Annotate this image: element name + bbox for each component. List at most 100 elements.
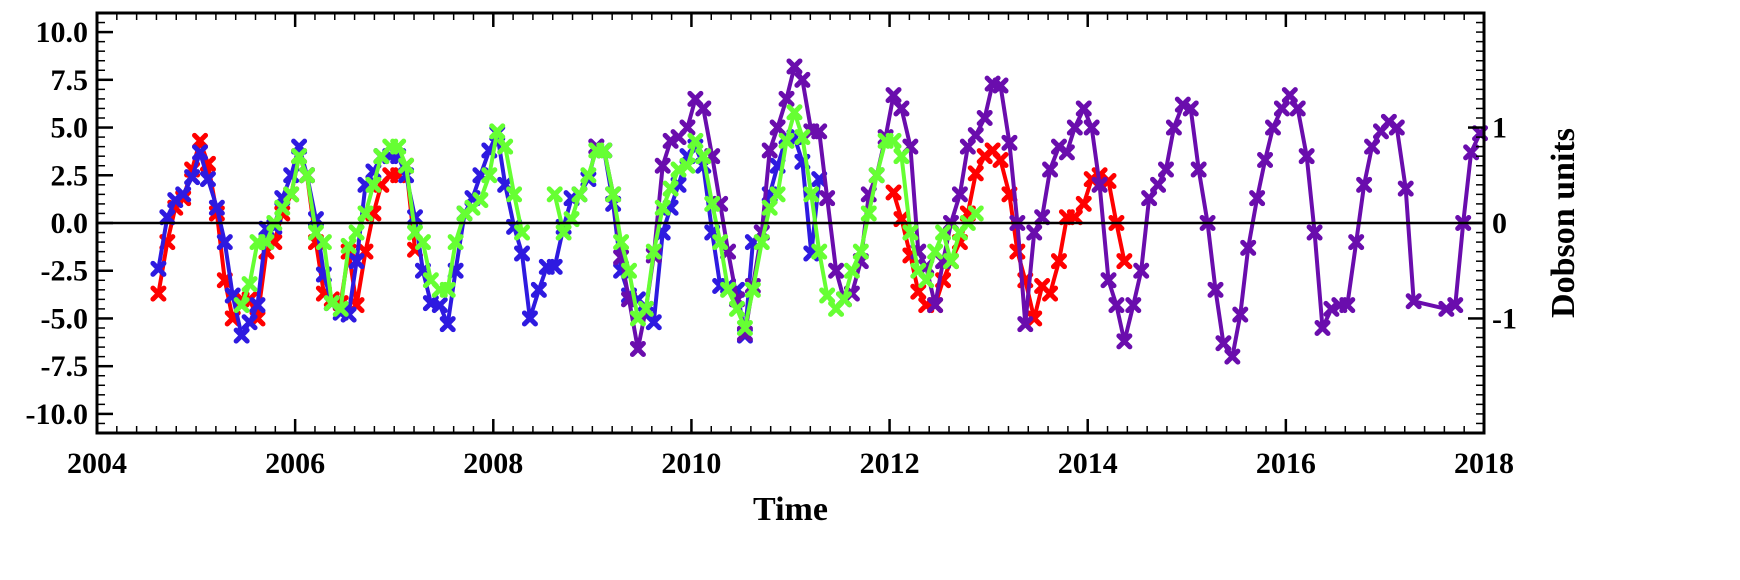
data-point [786,104,803,121]
data-point [1447,297,1464,314]
ticks-layer [95,12,1486,434]
data-point [175,186,192,203]
data-point [687,132,704,149]
data-point [249,297,266,314]
y2-tick-label: -1 [1492,302,1517,335]
data-point [431,297,448,314]
data-point [580,167,597,184]
series-line [552,110,978,330]
data-point [811,243,828,260]
data-point [753,234,770,251]
data-point [786,58,803,75]
data-point [778,132,795,149]
data-point [654,157,671,174]
y-tick-label: -7.5 [41,350,89,383]
data-point [769,186,786,203]
data-point [868,167,885,184]
data-point [208,199,225,216]
data-point [992,152,1009,168]
y2-tick-label: 0 [1492,207,1507,240]
data-point [1356,176,1373,193]
data-point [1306,224,1323,241]
data-point [885,132,902,149]
data-point [1314,320,1331,336]
y-tick-label: 5.0 [51,112,89,145]
data-point [778,90,795,107]
data-point [761,199,778,216]
data-point [340,237,357,254]
data-point [744,281,761,298]
data-point [1042,285,1059,302]
data-point [348,253,365,270]
data-point [1207,281,1224,298]
data-point [489,123,506,140]
data-point [192,132,209,149]
data-point [184,169,201,186]
data-point [902,224,919,241]
y2-tick-label: 1 [1492,112,1507,145]
data-point [530,281,547,298]
data-point [1388,119,1405,136]
data-point [596,142,613,159]
data-point [1026,224,1043,241]
data-point [828,262,845,279]
data-point [654,199,671,216]
data-point [241,276,258,293]
data-point [365,176,382,193]
data-point [662,180,679,197]
data-point [497,138,514,155]
data-point [1066,209,1083,226]
data-point [910,283,927,300]
data-point [1017,316,1034,333]
data-point [852,243,869,260]
data-point [645,314,662,331]
data-point [192,144,209,161]
data-point [1348,234,1365,251]
data-point [811,123,828,140]
data-point [613,234,630,251]
data-point [1190,161,1207,178]
data-point [967,205,984,222]
data-point [546,186,563,203]
data-point [1281,87,1298,104]
data-point [439,281,456,298]
data-point [571,186,588,203]
data-point [769,119,786,136]
data-point [1397,180,1414,197]
data-point [1405,293,1422,310]
series-layer [150,58,1489,365]
data-point [942,253,959,270]
data-point [860,205,877,222]
data-point [291,148,308,165]
data-point [233,297,250,314]
data-point [629,341,646,357]
x-axis-title: Time [753,491,828,528]
x-tick-label: 2018 [1454,447,1514,480]
data-point [521,310,538,327]
data-point [819,287,836,304]
data-point [927,297,944,314]
data-point [332,300,349,317]
data-point [150,260,167,277]
data-point [299,167,316,184]
data-point [794,71,811,88]
data-point [274,199,291,216]
data-point [1157,161,1174,178]
data-point [546,258,563,275]
y-tick-label: -5.0 [41,302,89,335]
data-point [514,245,531,262]
x-tick-label: 2006 [265,447,325,480]
data-point [1066,119,1083,136]
data-point [1215,335,1232,352]
data-point [233,327,250,344]
data-point [1116,253,1133,270]
data-point [1182,100,1199,117]
data-point [1108,297,1125,314]
data-point [736,320,753,336]
data-point [514,224,531,241]
data-point [1083,119,1100,136]
data-point [1240,239,1257,256]
data-point [935,224,952,241]
data-point [315,234,332,251]
data-point [439,316,456,333]
